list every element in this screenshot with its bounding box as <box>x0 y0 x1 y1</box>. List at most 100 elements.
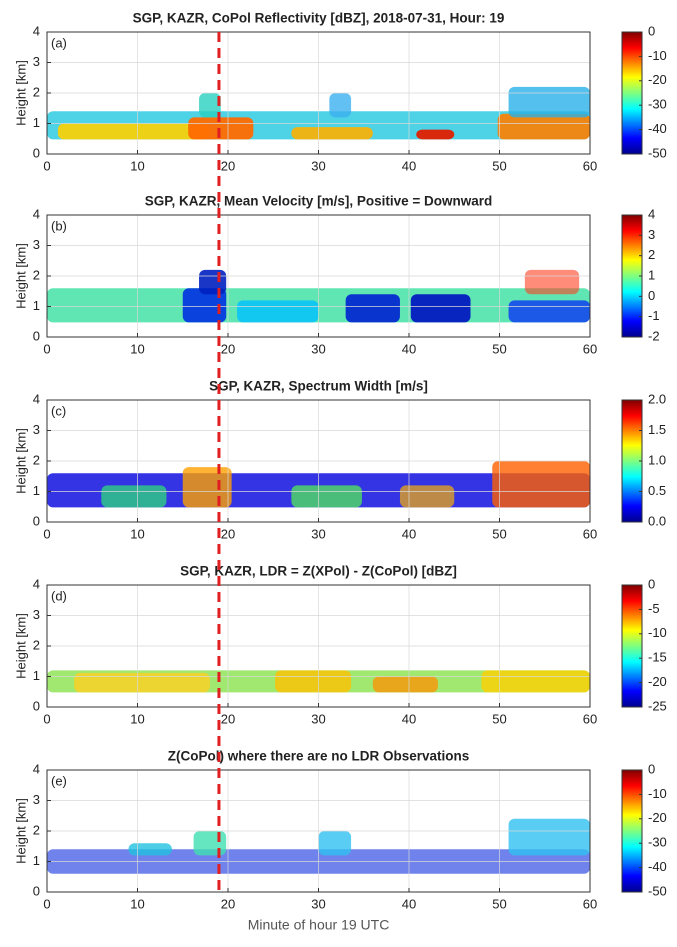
plot-frame <box>46 31 591 155</box>
colorbar <box>621 31 643 155</box>
x-tick-label: 40 <box>402 896 416 911</box>
x-tick-label: 20 <box>221 896 235 911</box>
x-axis-label: Minute of hour 19 UTC <box>248 917 390 933</box>
y-tick-label: 3 <box>33 607 40 622</box>
panel-title: SGP, KAZR, Spectrum Width [m/s] <box>209 379 428 394</box>
echo-field <box>416 129 455 140</box>
echo-field <box>291 127 373 140</box>
x-tick-label: 0 <box>43 896 50 911</box>
panel-title: Z(CoPol) where there are no LDR Observat… <box>168 749 470 764</box>
y-tick-label: 0 <box>33 883 40 898</box>
x-tick-label: 40 <box>402 341 416 356</box>
x-tick-label: 10 <box>130 158 144 173</box>
x-tick-label: 40 <box>402 158 416 173</box>
x-tick-label: 50 <box>492 341 506 356</box>
echo-field <box>275 670 352 693</box>
y-tick-label: 2 <box>33 637 40 652</box>
x-tick-label: 20 <box>221 526 235 541</box>
panel-label: (a) <box>51 35 67 50</box>
echo-field <box>193 831 227 856</box>
y-tick-label: 1 <box>33 298 40 313</box>
echo-field <box>101 485 167 508</box>
colorbar <box>621 584 643 708</box>
y-tick-label: 0 <box>33 513 40 528</box>
y-tick-label: 0 <box>33 698 40 713</box>
x-tick-label: 10 <box>130 711 144 726</box>
panel-label: (e) <box>51 773 67 788</box>
y-axis-label: Height [km] <box>13 428 28 494</box>
colorbar-tick-label: -2 <box>648 328 660 343</box>
x-tick-label: 50 <box>492 711 506 726</box>
colorbar-tick-label: -1 <box>648 308 660 323</box>
x-tick-label: 60 <box>583 526 597 541</box>
echo-field <box>497 113 590 140</box>
x-tick-label: 40 <box>402 526 416 541</box>
panel-label: (d) <box>51 588 67 603</box>
colorbar-tick-label: 4 <box>648 206 655 221</box>
x-tick-label: 20 <box>221 341 235 356</box>
y-tick-label: 4 <box>33 391 40 406</box>
colorbar-tick-label: 2 <box>648 247 655 262</box>
echo-field <box>492 461 590 508</box>
x-tick-label: 50 <box>492 896 506 911</box>
echo-field <box>291 485 362 508</box>
echo-field <box>329 93 352 118</box>
colorbar-tick-label: 2.0 <box>648 391 666 406</box>
y-tick-label: 1 <box>33 483 40 498</box>
echo-field <box>318 831 352 856</box>
echo-field <box>345 294 400 323</box>
x-tick-label: 0 <box>43 341 50 356</box>
x-tick-label: 60 <box>583 711 597 726</box>
x-tick-label: 60 <box>583 158 597 173</box>
x-tick-label: 30 <box>311 526 325 541</box>
x-tick-label: 0 <box>43 158 50 173</box>
plot-frame <box>46 399 591 523</box>
colorbar-tick-label: 0.0 <box>648 513 666 528</box>
colorbar-tick-label: 0 <box>648 761 655 776</box>
colorbar-tick-label: 3 <box>648 227 655 242</box>
y-tick-label: 4 <box>33 576 40 591</box>
y-tick-label: 2 <box>33 84 40 99</box>
x-tick-label: 30 <box>311 711 325 726</box>
y-tick-label: 3 <box>33 792 40 807</box>
colorbar-tick-label: -30 <box>648 835 667 850</box>
plot-frame <box>46 769 591 893</box>
panel-title: SGP, KAZR, Mean Velocity [m/s], Positive… <box>145 194 492 209</box>
y-tick-label: 4 <box>33 23 40 38</box>
y-tick-label: 0 <box>33 145 40 160</box>
echo-field <box>199 269 227 295</box>
panel-label: (b) <box>51 218 67 233</box>
echo-field <box>237 300 319 323</box>
x-tick-label: 50 <box>492 526 506 541</box>
echo-field <box>182 288 227 323</box>
colorbar-tick-label: -10 <box>648 625 667 640</box>
colorbar-tick-label: -5 <box>648 601 660 616</box>
y-tick-label: 2 <box>33 452 40 467</box>
echo-field <box>128 843 172 856</box>
echo-field <box>399 485 455 508</box>
colorbar-tick-label: -10 <box>648 48 667 63</box>
y-tick-label: 4 <box>33 761 40 776</box>
colorbar-tick-label: -50 <box>648 145 667 160</box>
colorbar-tick-label: -15 <box>648 650 667 665</box>
colorbar-tick-label: 1.0 <box>648 452 666 467</box>
y-axis-label: Height [km] <box>13 798 28 864</box>
x-tick-label: 10 <box>130 896 144 911</box>
colorbar-tick-label: -50 <box>648 883 667 898</box>
x-tick-label: 60 <box>583 341 597 356</box>
x-tick-label: 30 <box>311 341 325 356</box>
x-tick-label: 10 <box>130 341 144 356</box>
colorbar-tick-label: 1.5 <box>648 422 666 437</box>
y-tick-label: 1 <box>33 668 40 683</box>
x-tick-label: 20 <box>221 158 235 173</box>
x-tick-label: 10 <box>130 526 144 541</box>
colorbar-tick-label: -30 <box>648 97 667 112</box>
x-tick-label: 0 <box>43 526 50 541</box>
echo-field <box>508 86 590 118</box>
plot-frame <box>46 214 591 338</box>
echo-field <box>372 676 438 693</box>
y-tick-label: 3 <box>33 54 40 69</box>
echo-field <box>481 670 590 693</box>
x-tick-label: 40 <box>402 711 416 726</box>
